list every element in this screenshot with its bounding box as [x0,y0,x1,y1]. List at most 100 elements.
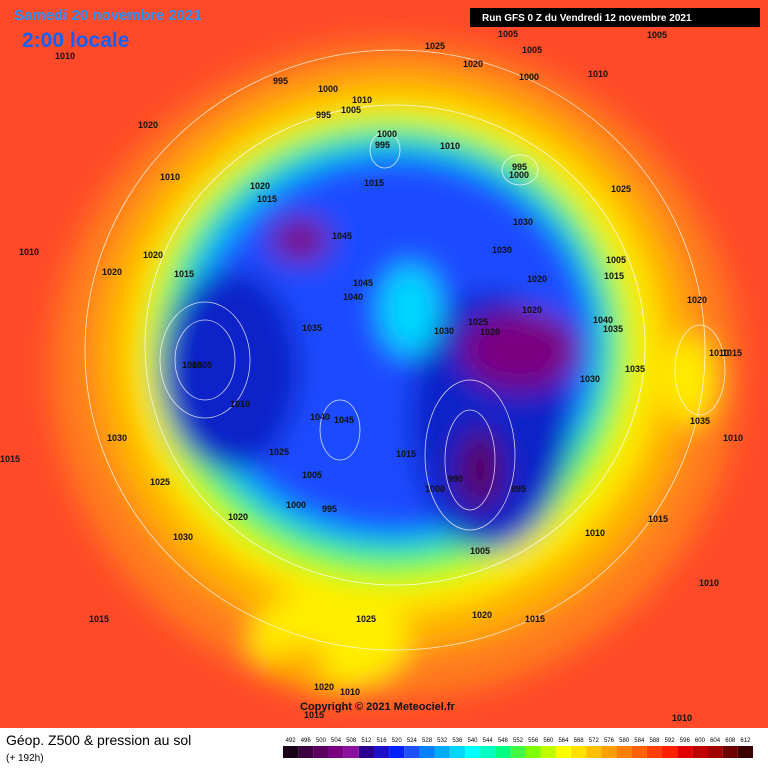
local-time: 2:00 locale [22,29,129,52]
isobar-label: 1020 [480,327,500,337]
scale-swatch [677,746,693,758]
isobar-label: 1030 [513,217,533,227]
scale-swatch [540,746,556,758]
isobar-label: 1010 [55,51,75,61]
scale-label: 520 [392,738,403,744]
scale-label: 516 [377,738,388,744]
isobar-label: 1035 [625,364,645,374]
scale-swatch [449,746,465,758]
isobar-label: 1015 [257,194,277,204]
scale-swatch [328,746,344,758]
isobar-label: 1015 [364,178,384,188]
scale-label: 576 [604,738,615,744]
scale-label: 596 [680,738,691,744]
isobar-label: 1015 [89,614,109,624]
isobar-label: 1015 [525,614,545,624]
isobar-label: 1010 [672,713,692,723]
scale-swatch [343,746,359,758]
run-info: Run GFS 0 Z du Vendredi 12 novembre 2021 [482,13,692,24]
isobar-label: 1040 [310,412,330,422]
scale-label: 492 [286,738,297,744]
scale-label: 508 [346,738,357,744]
footer-title: Géop. Z500 & pression au sol [6,732,191,748]
scale-label: 528 [422,738,433,744]
scale-label: 548 [498,738,509,744]
isobar-label: 1010 [19,247,39,257]
isobar-label: 1035 [302,323,322,333]
isobar-label: 1015 [396,449,416,459]
isobar-label: 1020 [463,59,483,69]
scale-label: 552 [513,738,524,744]
scale-swatch [298,746,314,758]
scale-label: 588 [649,738,660,744]
scale-swatch [419,746,435,758]
scale-label: 612 [740,738,751,744]
scale-swatch [631,746,647,758]
isobar-label: 1020 [527,274,547,284]
isobar-label: 1005 [606,255,626,265]
scale-label: 584 [634,738,645,744]
isobar-label: 1000 [377,129,397,139]
copyright: Copyright © 2021 Meteociel.fr [300,701,456,713]
isobar-label: 995 [273,76,288,86]
scale-swatch [434,746,450,758]
scale-label: 496 [301,738,312,744]
isobar-label: 1000 [509,170,529,180]
isobar-label: 1015 [648,514,668,524]
isobar-label: 1025 [425,41,445,51]
scale-swatch [283,746,299,758]
isobar-label: 1010 [352,95,372,105]
scale-label: 540 [468,738,479,744]
isobar-label: 995 [316,110,331,120]
scale-label: 572 [589,738,600,744]
scale-swatch [389,746,405,758]
isobar-label: 1005 [498,29,518,39]
isobar-label: 1010 [709,348,729,358]
scale-swatch [646,746,663,758]
isobar-label: 1010 [588,69,608,79]
date: Samedi 20 novembre 2021 [14,7,202,24]
scale-label: 504 [331,738,342,744]
isobar-label: 1020 [522,305,542,315]
isobar-label: 1005 [522,45,542,55]
isobar-label: 1045 [353,278,373,288]
isobar-label: 1030 [107,433,127,443]
scale-label: 580 [619,738,630,744]
isobar-label: 1020 [143,250,163,260]
isobar-label: 1020 [250,181,270,191]
isobar-label: 1045 [332,231,352,241]
isobar-label: 1015 [722,348,742,358]
isobar-label: 1010 [699,578,719,588]
isobar-label: 1015 [604,271,624,281]
isobar-label: 1020 [102,267,122,277]
isobar-label: 995 [512,162,527,172]
isobar-label: 1020 [687,295,707,305]
scale-swatch [525,746,541,758]
isobar-label: 1025 [269,447,289,457]
isobar-label: 1005 [470,546,490,556]
isobars [84,49,726,651]
scale-swatch [358,746,374,758]
scale-swatch [571,746,587,758]
scale-label: 500 [316,738,327,744]
geopotential-field [50,40,740,700]
scale-swatch [616,746,632,758]
scale-swatch [737,746,753,758]
isobar-label: 1000 [519,72,539,82]
isobar-label: 1020 [472,610,492,620]
isobar-label: 1015 [304,710,324,720]
isobar-label: 1015 [174,269,194,279]
isobar-label: 1000 [286,500,306,510]
isobar-label: 1030 [173,532,193,542]
scale-label: 544 [483,738,494,744]
scale-swatch [480,746,496,758]
scale-label: 592 [665,738,676,744]
isobar-label: 1030 [580,374,600,384]
scale-swatch [313,746,329,758]
scale-label: 560 [543,738,554,744]
scale-label: 512 [361,738,372,744]
isobar-label: 1020 [138,120,158,130]
isobar-label: 1025 [356,614,376,624]
isobar-label: 1040 [343,292,363,302]
